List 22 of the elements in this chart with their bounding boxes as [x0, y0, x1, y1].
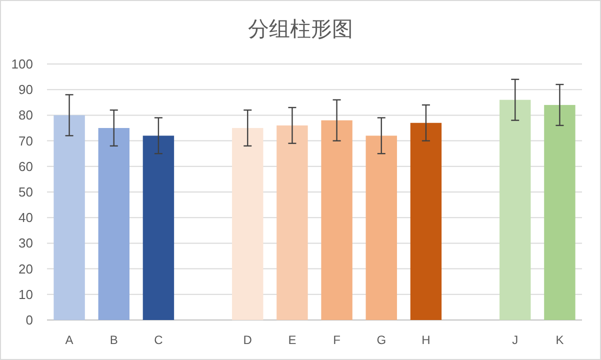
y-tick-label: 10 — [18, 286, 33, 302]
x-tick-label: A — [65, 333, 74, 347]
x-tick-label: H — [422, 333, 430, 347]
y-tick-label: 100 — [11, 56, 33, 72]
y-tick-label: 60 — [18, 158, 33, 174]
y-tick-label: 90 — [18, 82, 33, 98]
x-tick-label: C — [154, 333, 164, 347]
y-tick-label: 80 — [18, 108, 33, 123]
x-tick-label: F — [333, 333, 340, 347]
x-tick-label: J — [512, 333, 518, 347]
y-tick-label: 40 — [18, 210, 33, 226]
y-tick-label: 30 — [18, 236, 33, 251]
chart-title: 分组柱形图 — [248, 18, 353, 41]
y-tick-label: 50 — [18, 184, 33, 200]
x-tick-label: E — [288, 333, 296, 347]
y-tick-label: 0 — [26, 312, 33, 328]
x-tick-label: D — [243, 333, 252, 347]
y-tick-label: 20 — [18, 261, 33, 276]
x-tick-label: K — [556, 333, 564, 347]
x-tick-label: G — [376, 333, 386, 347]
y-tick-label: 70 — [18, 133, 33, 148]
x-tick-label: B — [110, 333, 118, 347]
